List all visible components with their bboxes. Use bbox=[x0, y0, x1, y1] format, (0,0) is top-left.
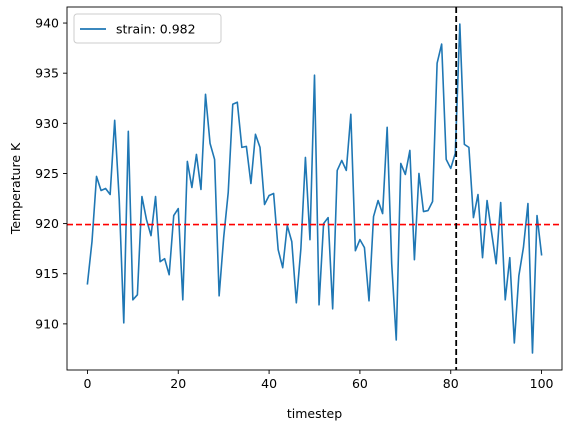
y-tick-label: 925 bbox=[35, 166, 59, 181]
x-tick-label: 80 bbox=[443, 376, 459, 391]
series-line-0 bbox=[86, 23, 543, 354]
x-tick-label: 60 bbox=[352, 376, 368, 391]
x-tick-label: 40 bbox=[261, 376, 277, 391]
legend: strain: 0.982 bbox=[73, 13, 222, 44]
x-tick-label: 0 bbox=[83, 376, 91, 391]
y-tick-label: 930 bbox=[35, 116, 59, 131]
x-tick-label: 100 bbox=[530, 376, 554, 391]
y-tick-label: 935 bbox=[35, 66, 59, 81]
axes-frame bbox=[66, 6, 563, 371]
y-tick-label: 910 bbox=[35, 316, 59, 331]
plot-area bbox=[67, 7, 562, 370]
legend-box bbox=[73, 13, 222, 44]
y-tick-label: 915 bbox=[35, 266, 59, 281]
x-axis: 0 20 40 60 80 100 bbox=[83, 370, 554, 391]
x-tick-label: 20 bbox=[170, 376, 186, 391]
y-axis-label: Temperature K bbox=[8, 142, 23, 235]
legend-label: strain: 0.982 bbox=[116, 22, 196, 37]
y-tick-label: 940 bbox=[35, 16, 59, 31]
x-axis-label: timestep bbox=[287, 406, 342, 421]
axes-spines bbox=[66, 6, 563, 371]
y-axis: 910 915 920 925 930 935 940 bbox=[35, 16, 67, 331]
plot-marks bbox=[67, 7, 562, 370]
y-tick-label: 920 bbox=[35, 216, 59, 231]
